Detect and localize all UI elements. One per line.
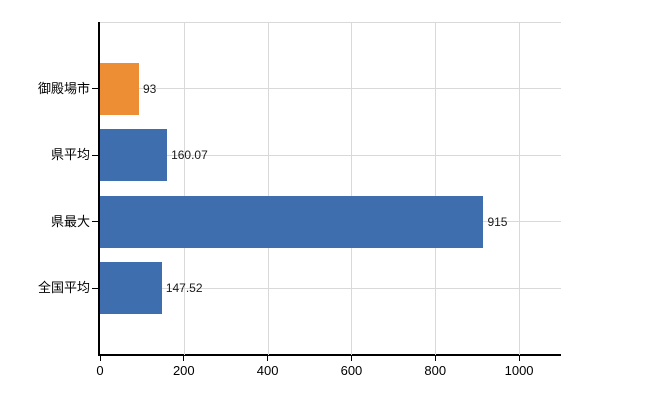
category-label: 県平均 bbox=[50, 147, 90, 163]
bar-value-label: 147.52 bbox=[165, 281, 203, 296]
x-tick-600 bbox=[350, 356, 352, 361]
y-tick-1 bbox=[92, 154, 98, 156]
bar-value-label: 915 bbox=[487, 214, 508, 229]
bar-1 bbox=[100, 129, 168, 182]
x-tick-400 bbox=[267, 356, 269, 361]
gridline-x-200 bbox=[183, 22, 185, 355]
gridline-x-600 bbox=[351, 22, 353, 355]
x-tick-800 bbox=[434, 356, 436, 361]
bar-0 bbox=[100, 62, 139, 115]
bar-value-label: 93 bbox=[142, 81, 157, 96]
x-tick-0 bbox=[99, 356, 101, 361]
gridline-y-3 bbox=[100, 287, 561, 289]
gridline-y-0 bbox=[100, 88, 561, 90]
x-tick-label: 0 bbox=[96, 363, 104, 378]
bar-2 bbox=[100, 195, 484, 248]
y-axis-line bbox=[98, 22, 100, 355]
bar-3 bbox=[100, 262, 162, 315]
x-axis-line bbox=[98, 354, 561, 356]
x-tick-1000 bbox=[518, 356, 520, 361]
y-tick-3 bbox=[92, 287, 98, 289]
plot-top-border bbox=[100, 22, 561, 23]
category-label: 全国平均 bbox=[37, 280, 90, 296]
plot-area: 93 160.07 915 147.52 0 200 400 600 800 1000 bbox=[92, 22, 561, 378]
x-tick-label: 400 bbox=[256, 363, 279, 378]
y-tick-0 bbox=[92, 88, 98, 90]
gridline-y-1 bbox=[100, 154, 561, 156]
x-tick-label: 1000 bbox=[504, 363, 534, 378]
gridline-x-400 bbox=[267, 22, 269, 355]
bar-value-label: 160.07 bbox=[171, 148, 208, 163]
gridline-x-800 bbox=[435, 22, 437, 355]
category-label: 御殿場市 bbox=[37, 80, 90, 96]
y-tick-2 bbox=[92, 221, 98, 223]
x-tick-label: 200 bbox=[172, 363, 195, 378]
category-label: 県最大 bbox=[50, 213, 90, 229]
x-tick-label: 800 bbox=[424, 363, 447, 378]
gridline-x-1000 bbox=[519, 22, 521, 355]
x-tick-label: 600 bbox=[340, 363, 363, 378]
x-tick-200 bbox=[183, 356, 185, 361]
